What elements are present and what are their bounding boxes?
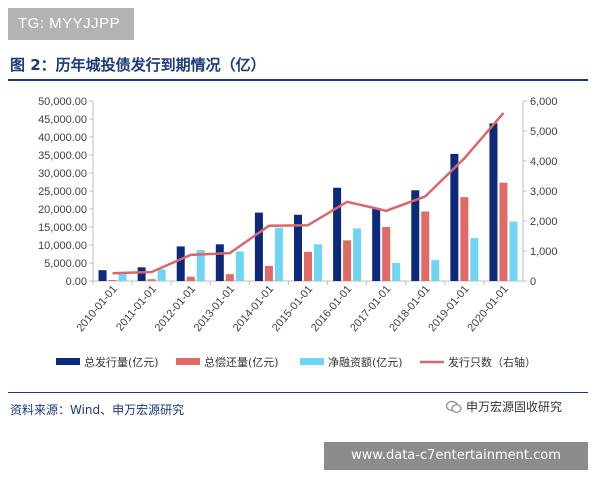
left-tick-label: 5,000.00: [44, 258, 87, 270]
bar-2-2018-01-01: [421, 211, 430, 281]
bar-3-2017-01-01: [392, 263, 401, 281]
watermark: 申万宏源固收研究: [446, 398, 562, 415]
left-tick-label: 30,000.00: [38, 168, 87, 180]
x-tick-label: 2010-01-01: [74, 283, 119, 334]
bar-2-2011-01-01: [147, 279, 156, 281]
chart-area: 0.00 5,000.00 10,000.00 15,000.00 20,000.00 2…: [38, 96, 558, 369]
right-tick-label: 0: [530, 276, 536, 288]
right-tick-label: 2,000: [530, 216, 558, 228]
watermark-text: 申万宏源固收研究: [466, 400, 563, 414]
bar-1-2016-01-01: [333, 187, 342, 281]
left-tick-label: 15,000.00: [38, 222, 87, 234]
bar-3-2014-01-01: [274, 227, 283, 281]
left-tick-label: 50,000.00: [38, 96, 87, 108]
bar-3-2013-01-01: [235, 251, 244, 281]
bar-1-2019-01-01: [450, 153, 459, 281]
bar-1-2015-01-01: [294, 214, 302, 281]
legend-label-2: 总偿还量(亿元): [204, 355, 279, 369]
left-tick-label: 25,000.00: [38, 186, 87, 198]
bar-2-2019-01-01: [460, 197, 469, 281]
legend-swatch-1: [56, 358, 80, 365]
bar-1-2012-01-01: [176, 246, 185, 281]
legend-label-4: 发行只数（右轴）: [448, 355, 536, 369]
right-tick-label: 4,000: [530, 156, 558, 168]
legend-label-3: 净融资额(亿元): [328, 355, 403, 369]
bar-3-2018-01-01: [431, 260, 440, 281]
left-tick-label: 0.00: [66, 276, 87, 288]
url-banner: www.data-c7entertainment.com: [324, 442, 588, 470]
bar-2-2010-01-01: [108, 279, 117, 281]
bar-2-2017-01-01: [382, 227, 391, 281]
bar-3-2012-01-01: [196, 250, 205, 281]
bar-1-2013-01-01: [215, 244, 224, 281]
bar-3-2016-01-01: [353, 228, 362, 281]
left-tick-label: 35,000.00: [38, 150, 87, 162]
bar-1-2011-01-01: [137, 267, 146, 281]
left-tick-label: 45,000.00: [38, 114, 87, 126]
left-tick-label: 40,000.00: [38, 132, 87, 144]
legend-swatch-2: [176, 358, 200, 365]
bar-3-2015-01-01: [314, 244, 322, 281]
left-tick-label: 10,000.00: [38, 240, 87, 252]
bar-3-2010-01-01: [118, 272, 127, 281]
bar-1-2010-01-01: [98, 270, 107, 281]
legend-swatch-3: [300, 358, 324, 365]
bar-2-2016-01-01: [343, 240, 352, 281]
bar-3-2019-01-01: [470, 238, 479, 281]
right-tick-label: 6,000: [530, 96, 558, 108]
tg-tag: TG: MYYJJPP: [8, 8, 134, 40]
bar-1-2018-01-01: [411, 190, 420, 281]
title-divider: [8, 79, 588, 81]
bar-2-2012-01-01: [186, 276, 195, 281]
bar-2-2014-01-01: [264, 265, 273, 281]
wechat-icon: [446, 400, 462, 413]
right-tick-label: 1,000: [530, 246, 558, 258]
right-tick-label: 3,000: [530, 186, 558, 198]
right-tick-label: 5,000: [530, 126, 558, 138]
left-tick-label: 20,000.00: [38, 204, 87, 216]
bar-3-2011-01-01: [157, 269, 166, 281]
bar-1-2020-01-01: [489, 123, 498, 281]
bar-2-2020-01-01: [499, 182, 508, 281]
issuance-count-line: [112, 112, 505, 275]
chart-title: 图 2：历年城投债发行到期情况（亿）: [10, 56, 266, 74]
source-note: 资料来源：Wind、申万宏源研究: [10, 403, 185, 417]
source-divider: [8, 392, 588, 393]
bar-3-2020-01-01: [509, 221, 518, 281]
legend-label-1: 总发行量(亿元): [84, 355, 159, 369]
bar-2-2013-01-01: [225, 274, 234, 281]
bar-1-2014-01-01: [254, 212, 263, 281]
x-tick-label: 2020-01-01: [465, 283, 510, 334]
bar-1-2017-01-01: [372, 209, 381, 281]
bar-2-2015-01-01: [304, 251, 312, 281]
